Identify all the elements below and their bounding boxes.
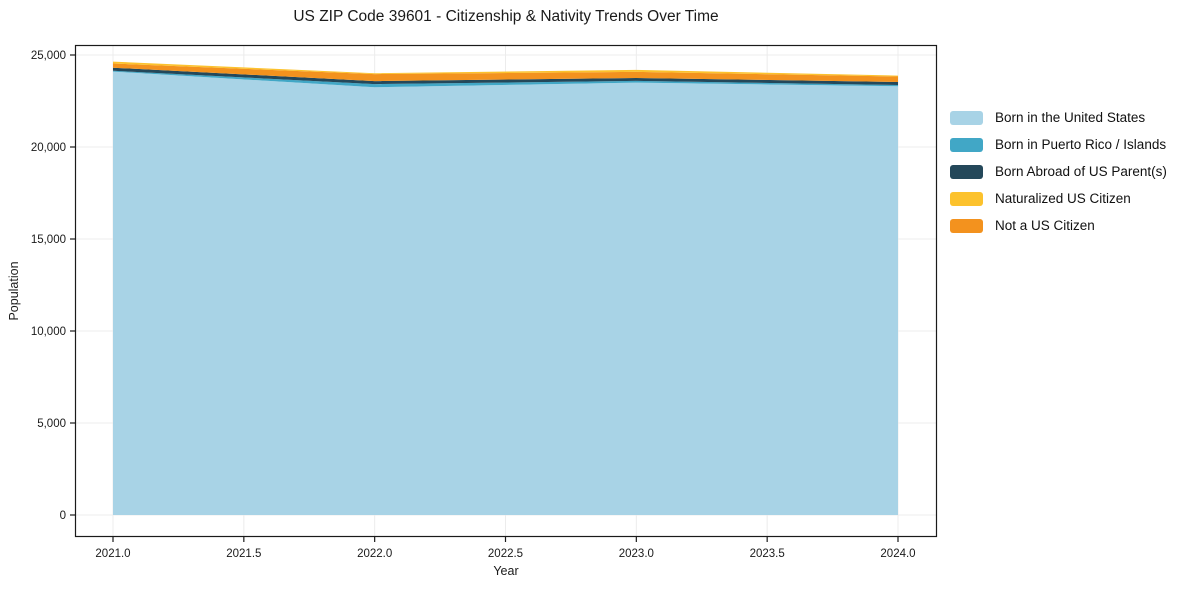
y-tick-label: 15,000 — [31, 234, 66, 246]
legend-swatch — [950, 191, 983, 206]
y-tick-label: 20,000 — [31, 142, 66, 154]
area-series-2 — [113, 67, 898, 85]
legend-label: Naturalized US Citizen — [995, 191, 1131, 206]
y-tick-label: 5,000 — [37, 418, 66, 430]
x-tick-label: 2023.5 — [750, 548, 785, 560]
x-tick-label: 2022.0 — [357, 548, 392, 560]
x-tick-label: 2024.0 — [880, 548, 915, 560]
x-tick-label: 2023.0 — [619, 548, 654, 560]
legend-label: Born Abroad of US Parent(s) — [995, 164, 1167, 179]
legend-swatch — [950, 164, 983, 179]
y-tick-label: 0 — [60, 510, 66, 522]
legend-label: Born in Puerto Rico / Islands — [995, 137, 1167, 152]
legend-item: Not a US Citizen — [950, 212, 1167, 239]
y-tick-label: 10,000 — [31, 326, 66, 338]
x-axis-title: Year — [493, 564, 519, 578]
plot-frame — [74, 44, 938, 538]
legend-label: Not a US Citizen — [995, 218, 1095, 233]
area-series-3 — [113, 63, 898, 82]
legend-swatch — [950, 137, 983, 152]
legend: Born in the United States Born in Puerto … — [950, 104, 1167, 239]
legend-swatch — [950, 110, 983, 125]
plot-area: 0 5,000 10,000 15,000 20,000 25,000 2021.0 2021… — [31, 44, 938, 560]
area-series-1 — [113, 70, 898, 88]
area-series-4 — [113, 61, 898, 77]
y-tick-label: 25,000 — [31, 50, 66, 62]
y-axis-title: Population — [7, 261, 21, 321]
legend-item: Naturalized US Citizen — [950, 185, 1167, 212]
chart-title: US ZIP Code 39601 - Citizenship & Nativi… — [293, 8, 719, 25]
area-series-0 — [113, 71, 898, 515]
legend-swatch — [950, 218, 983, 233]
x-tick-label: 2021.0 — [95, 548, 130, 560]
x-tick-label: 2022.5 — [488, 548, 523, 560]
x-tick-label: 2021.5 — [226, 548, 261, 560]
legend-label: Born in the United States — [995, 110, 1146, 125]
legend-item: Born Abroad of US Parent(s) — [950, 158, 1167, 185]
legend-item: Born in the United States — [950, 104, 1167, 131]
legend-item: Born in Puerto Rico / Islands — [950, 131, 1167, 158]
